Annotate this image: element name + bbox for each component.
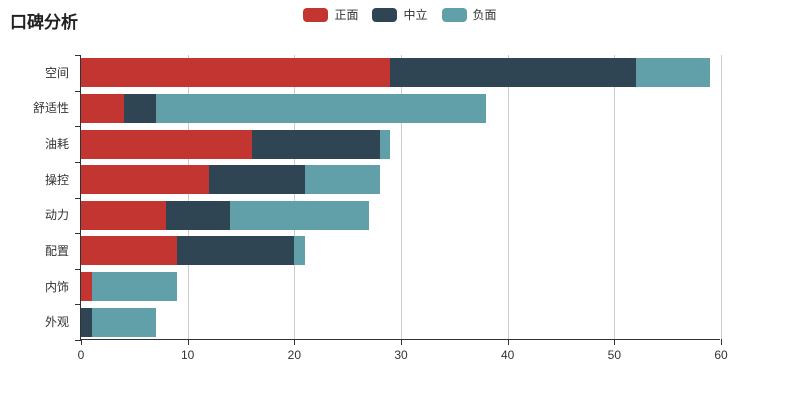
legend-swatch bbox=[303, 8, 329, 22]
x-axis-label: 50 bbox=[607, 348, 621, 362]
chart-title: 口碑分析 bbox=[10, 13, 78, 32]
bar-segment-正面[interactable] bbox=[81, 236, 177, 266]
bar-segment-正面[interactable] bbox=[81, 129, 252, 159]
y-axis-tick bbox=[75, 268, 81, 270]
y-axis-category-label: 油耗 bbox=[44, 137, 69, 152]
legend-item-2[interactable]: 中立 bbox=[372, 8, 428, 22]
x-axis-tick bbox=[187, 339, 189, 345]
bar-segment-中立[interactable] bbox=[390, 58, 636, 88]
bar-segment-正面[interactable] bbox=[81, 93, 124, 123]
bar-segment-正面[interactable] bbox=[81, 272, 92, 302]
x-axis-label: 20 bbox=[287, 348, 301, 362]
x-axis-label: 30 bbox=[394, 348, 408, 362]
bar-segment-正面[interactable] bbox=[81, 165, 209, 195]
bar-segment-中立[interactable] bbox=[123, 93, 156, 123]
bar-segment-负面[interactable] bbox=[635, 58, 711, 88]
x-axis-tick bbox=[81, 339, 82, 345]
x-axis-tick bbox=[294, 339, 296, 345]
legend-label: 正面 bbox=[334, 8, 359, 22]
y-axis-tick bbox=[75, 161, 81, 163]
gridline bbox=[401, 55, 402, 339]
y-axis-tick bbox=[75, 304, 81, 306]
y-axis-tick bbox=[75, 233, 81, 235]
x-axis-label: 40 bbox=[500, 348, 515, 362]
bar-segment-中立[interactable] bbox=[251, 129, 380, 159]
gridline bbox=[294, 55, 296, 339]
x-axis-tick bbox=[614, 339, 616, 345]
bar-segment-中立[interactable] bbox=[209, 165, 305, 195]
bar-segment-正面[interactable] bbox=[81, 58, 391, 88]
gridline bbox=[721, 55, 722, 339]
bar-segment-中立[interactable] bbox=[166, 200, 231, 230]
bar-segment-正面[interactable] bbox=[81, 200, 167, 230]
legend-item-1[interactable]: 正面 bbox=[303, 8, 358, 22]
bar-segment-中立[interactable] bbox=[177, 236, 295, 266]
bar-segment-负面[interactable] bbox=[230, 200, 369, 230]
bar-segment-负面[interactable] bbox=[91, 307, 156, 337]
y-axis-tick bbox=[75, 126, 81, 128]
legend-swatch bbox=[441, 8, 467, 22]
y-axis-tick bbox=[75, 340, 81, 341]
x-axis-label: 60 bbox=[714, 348, 728, 362]
gridline bbox=[187, 55, 189, 339]
y-axis-tick bbox=[75, 90, 81, 92]
x-axis-tick bbox=[721, 339, 722, 345]
y-axis-category-label: 动力 bbox=[44, 208, 69, 223]
x-axis-label: 10 bbox=[180, 348, 195, 362]
bar-segment-负面[interactable] bbox=[155, 93, 487, 123]
bar-segment-负面[interactable] bbox=[379, 129, 391, 159]
bar-segment-中立[interactable] bbox=[81, 307, 92, 337]
bar-segment-负面[interactable] bbox=[91, 272, 177, 302]
legend-label: 负面 bbox=[472, 8, 497, 22]
y-axis-category-label: 配置 bbox=[44, 243, 69, 258]
y-axis-tick bbox=[75, 197, 81, 199]
x-axis-tick bbox=[401, 339, 402, 345]
plot-area: 0 10 20 30 40 50 60 空间舒适性油耗操控动力配置内饰外观 bbox=[33, 55, 728, 362]
y-axis-category-label: 舒适性 bbox=[32, 101, 69, 116]
legend-label: 中立 bbox=[403, 8, 428, 22]
y-axis-tick bbox=[75, 55, 81, 56]
bar-segment-负面[interactable] bbox=[294, 236, 305, 266]
gridline bbox=[507, 55, 509, 339]
y-axis-category-label: 操控 bbox=[44, 172, 69, 187]
x-axis-label: 0 bbox=[77, 348, 85, 362]
y-axis-category-label: 空间 bbox=[44, 65, 69, 80]
legend-swatch bbox=[372, 8, 398, 22]
bar-segment-负面[interactable] bbox=[305, 165, 380, 195]
x-axis-tick bbox=[507, 339, 509, 345]
gridline bbox=[614, 55, 616, 339]
y-axis-category-label: 内饰 bbox=[44, 279, 69, 294]
legend: 正面 中立 负面 bbox=[0, 8, 800, 22]
y-axis-category-label: 外观 bbox=[44, 315, 69, 330]
legend-item-3[interactable]: 负面 bbox=[441, 8, 497, 22]
